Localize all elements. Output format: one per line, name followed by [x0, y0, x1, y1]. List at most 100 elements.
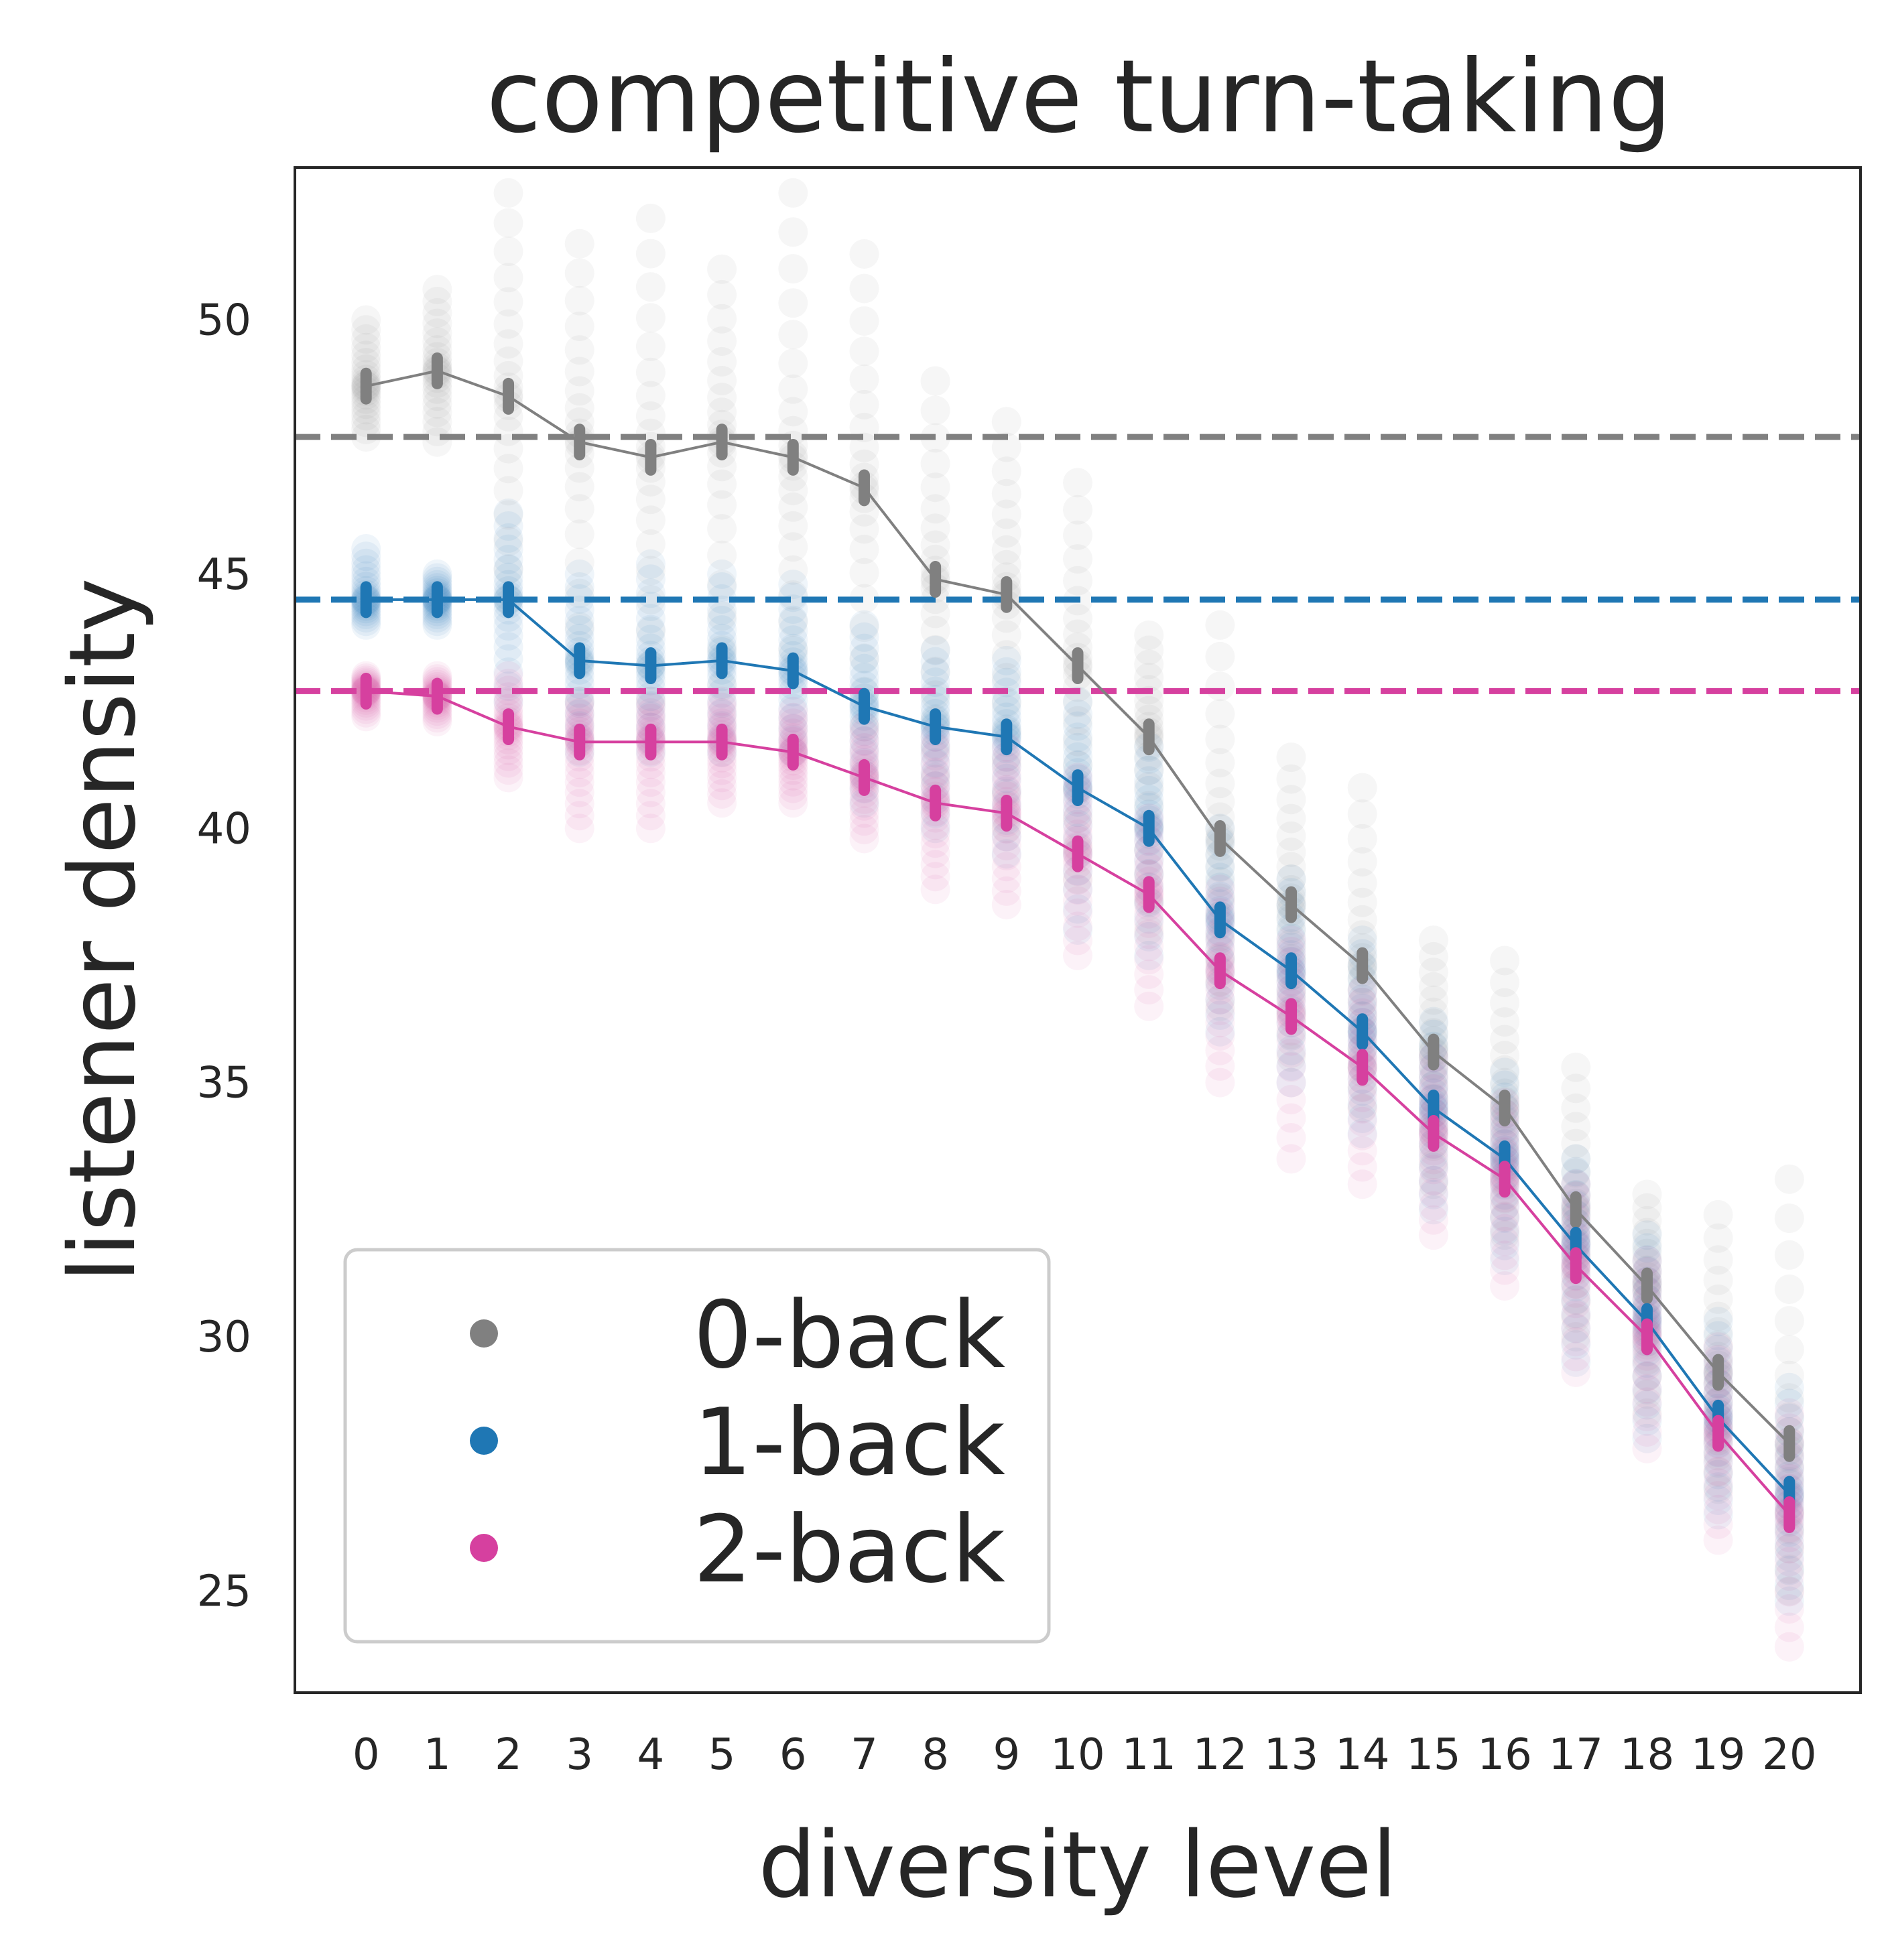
trial-point — [707, 397, 737, 428]
trial-point — [1347, 1072, 1377, 1102]
x-tick-label: 8 — [922, 1730, 949, 1780]
trial-point — [422, 397, 452, 428]
trial-point — [707, 748, 737, 779]
trial-point — [778, 607, 808, 637]
trial-point — [1490, 1220, 1520, 1250]
trial-point — [778, 781, 808, 811]
trial-point — [1063, 886, 1092, 916]
trial-point — [1205, 641, 1235, 671]
trial-point — [849, 449, 879, 479]
trial-point — [1418, 985, 1448, 1015]
trial-point — [635, 801, 666, 831]
trial-point — [707, 623, 737, 653]
trial-point — [1063, 803, 1092, 833]
trial-point — [707, 601, 737, 631]
trial-point — [1063, 794, 1092, 824]
trial-point — [1347, 993, 1377, 1023]
trial-point — [1703, 1468, 1733, 1498]
trial-point — [351, 407, 381, 438]
trial-point — [1063, 875, 1092, 905]
trial-point — [493, 755, 523, 785]
trial-point — [1490, 1055, 1520, 1085]
trial-point — [991, 702, 1021, 732]
trial-point — [1205, 769, 1235, 799]
trial-point — [1703, 1284, 1733, 1314]
trial-point — [778, 677, 808, 707]
trial-point — [351, 395, 381, 425]
trial-point — [849, 610, 879, 640]
trial-point — [920, 680, 950, 710]
trial-point — [1490, 1025, 1520, 1055]
trial-point — [920, 810, 950, 840]
trial-point — [920, 692, 950, 722]
trial-point — [1276, 785, 1306, 815]
trial-point — [1134, 649, 1164, 679]
x-tick-label: 14 — [1335, 1730, 1389, 1780]
trial-point — [991, 890, 1021, 920]
trial-point — [1490, 1246, 1520, 1276]
trial-point — [849, 784, 879, 814]
trial-point — [1134, 940, 1164, 970]
trial-point — [1347, 824, 1377, 854]
x-tick-label: 4 — [637, 1730, 665, 1780]
trial-point — [1490, 1202, 1520, 1232]
trial-point — [1561, 1278, 1591, 1308]
trial-point — [1703, 1481, 1733, 1511]
trial-point — [493, 523, 523, 553]
trial-point — [991, 742, 1021, 772]
trial-point — [422, 287, 452, 316]
trial-point — [1134, 919, 1164, 950]
trial-point — [1418, 1165, 1448, 1195]
trial-point — [1276, 1052, 1306, 1082]
trial-point — [1134, 860, 1164, 890]
trial-point — [635, 529, 666, 559]
trial-point — [493, 361, 523, 391]
trial-point — [422, 661, 452, 691]
trial-point — [1632, 1362, 1662, 1392]
legend-marker — [470, 1534, 498, 1562]
trial-point — [1703, 1301, 1733, 1331]
trial-point — [493, 555, 523, 584]
trial-point — [991, 863, 1021, 893]
trial-point — [1774, 1522, 1804, 1553]
trial-point — [707, 584, 737, 614]
trial-point — [1063, 911, 1092, 941]
trial-point — [920, 757, 950, 787]
trial-point — [493, 309, 523, 339]
trial-point — [1490, 1115, 1520, 1145]
trial-point — [1134, 975, 1164, 1005]
trial-point — [920, 657, 950, 688]
trial-point — [1063, 811, 1092, 842]
trial-point — [707, 606, 737, 635]
x-tick-label: 20 — [1762, 1730, 1816, 1780]
trial-point — [1490, 968, 1520, 998]
trial-point — [1276, 864, 1306, 895]
trial-point — [635, 467, 666, 497]
trial-point — [351, 305, 381, 335]
trial-point — [849, 306, 879, 336]
trial-point — [1703, 1334, 1733, 1364]
trial-point — [991, 767, 1021, 797]
trial-point — [1205, 1067, 1235, 1098]
y-tick-label: 30 — [197, 1313, 251, 1362]
trial-point — [991, 776, 1021, 806]
trial-point — [1063, 750, 1092, 780]
trial-point — [1632, 1379, 1662, 1409]
trial-point — [778, 178, 808, 208]
trial-point — [1703, 1525, 1733, 1555]
trial-point — [351, 401, 381, 431]
trial-point — [1490, 1057, 1520, 1088]
trial-point — [1347, 984, 1377, 1015]
trial-point — [422, 275, 452, 305]
x-tick-label: 11 — [1121, 1730, 1176, 1780]
trial-point — [1561, 1327, 1591, 1357]
trial-point — [1276, 864, 1306, 895]
trial-point — [1774, 1388, 1804, 1419]
trial-point — [849, 612, 879, 643]
trial-point — [1490, 945, 1520, 976]
x-tick-label: 17 — [1549, 1730, 1603, 1780]
trial-point — [1347, 799, 1377, 829]
trial-point — [1205, 748, 1235, 778]
trial-point — [1347, 925, 1377, 956]
trial-point — [1063, 495, 1092, 525]
